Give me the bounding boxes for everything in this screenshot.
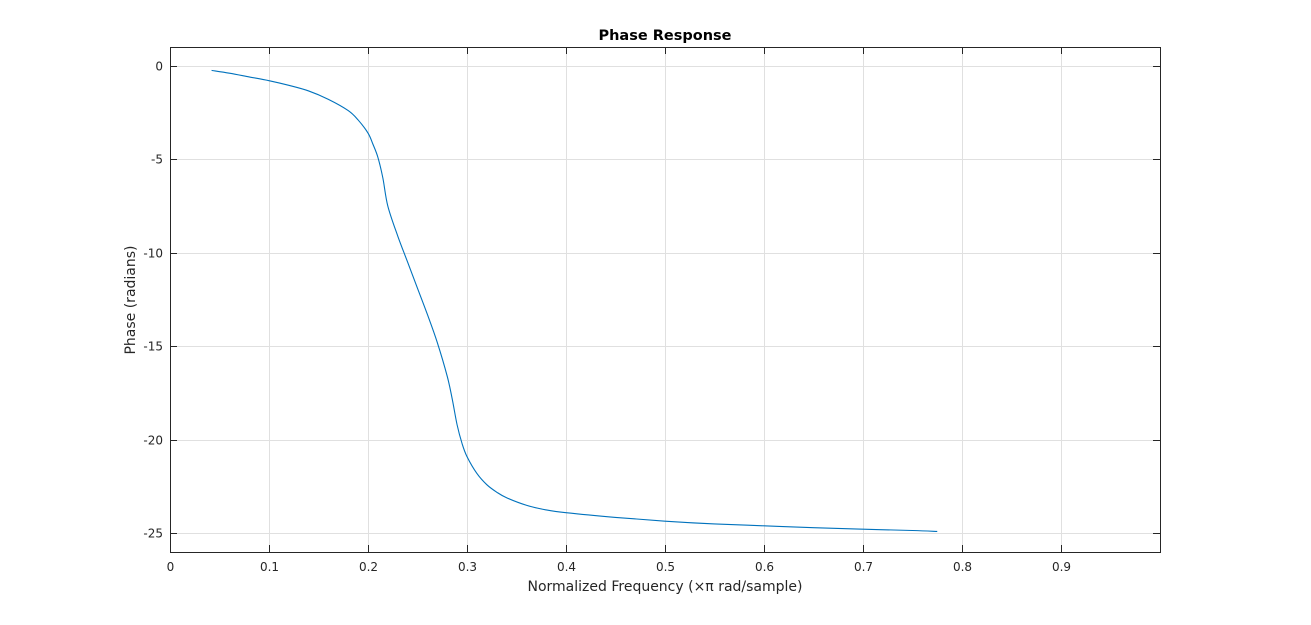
- grid-layer: [170, 47, 1160, 552]
- y-tick-label: -25: [143, 527, 163, 541]
- x-tick-label: 0.3: [458, 560, 477, 574]
- x-tick-label: 0.8: [953, 560, 972, 574]
- y-tick-label: -20: [143, 434, 163, 448]
- data-layer: [211, 69, 938, 532]
- y-tick-label: -5: [151, 153, 163, 167]
- y-tick-label: 0: [155, 60, 163, 74]
- x-tick-label: 0.4: [557, 560, 576, 574]
- label-layer: Phase Response Normalized Frequency (×π …: [123, 28, 803, 595]
- y-axis-label: Phase (radians): [123, 245, 139, 354]
- x-tick-label: 0.1: [260, 560, 279, 574]
- y-tick-label: -10: [143, 247, 163, 261]
- x-axis-label: Normalized Frequency (×π rad/sample): [528, 579, 803, 595]
- x-tick-label: 0: [167, 560, 175, 574]
- phase-series-line: [211, 69, 938, 532]
- y-tick-label: -15: [143, 340, 163, 354]
- x-tick-label: 0.9: [1052, 560, 1071, 574]
- x-tick-label: 0.2: [359, 560, 378, 574]
- x-tick-label: 0.7: [854, 560, 873, 574]
- x-tick-label: 0.6: [755, 560, 774, 574]
- chart-title: Phase Response: [598, 28, 731, 44]
- x-tick-label: 0.5: [656, 560, 675, 574]
- tick-layer: 0 0.1 0.2 0.3 0.4 0.5 0.6 0.7 0.8 0.9 0 -5 -10 -15 -20…: [143, 47, 1160, 574]
